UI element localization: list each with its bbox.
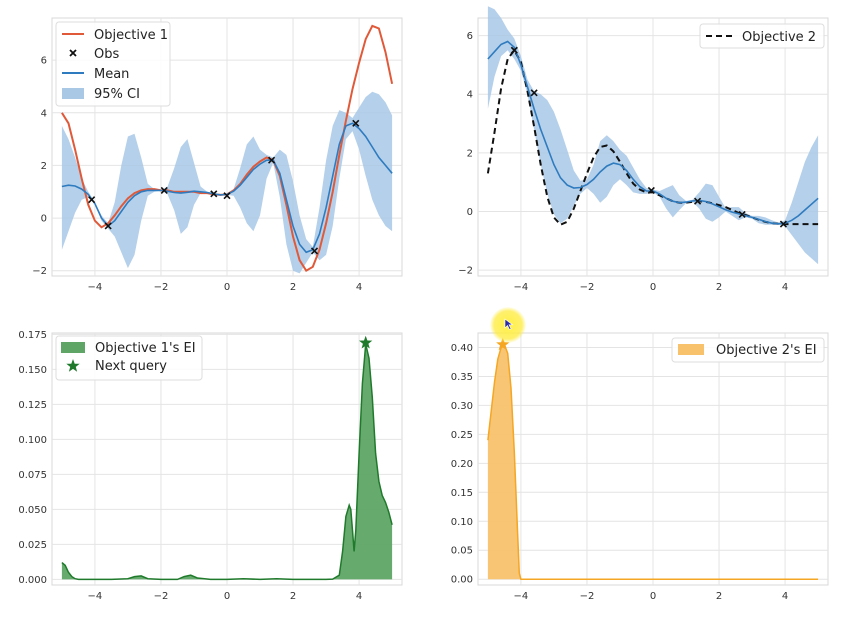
chart-panel-bottom-left: −4 −2 0 2 4 0.000 0.025 0.050 0.075 0.100 0.125 0.1… [18,330,403,602]
mouse-cursor-icon [504,318,514,330]
legend-swatch-star [66,359,80,372]
y-tick-label: 0 [41,214,47,225]
y-tick-label: 0.15 [451,488,473,499]
y-tick-label: 0.050 [18,505,47,516]
legend-box [699,23,825,49]
x-tick-label: −2 [154,591,169,602]
x-tick-label: 2 [716,591,722,602]
x-tick-label: −4 [88,282,103,293]
legend-label-fill: Objective 2's EI [716,343,817,358]
legend: Objective 2's EI [671,337,825,363]
y-tick-label: 6 [41,56,47,67]
legend-label-star: Next query [95,359,167,374]
legend-swatch-ci [62,88,84,99]
legend-label-fill: Objective 1's EI [95,341,196,356]
obs-marker [88,196,96,204]
x-tick-label: −4 [514,282,529,293]
obs-marker [510,46,518,54]
legend-label-objective: Objective 2 [742,30,816,45]
x-tick-label: 0 [650,591,656,602]
legend-box [55,21,171,107]
x-tick-label: −2 [580,282,595,293]
obs-marker [779,220,787,228]
ei-area [61,344,393,580]
y-tick-label: 2 [41,161,47,172]
obs-marker [210,190,218,198]
y-tick-label: 0 [467,207,473,218]
legend: Objective 1's EI Next query [55,335,203,381]
x-tick-label: 2 [290,282,296,293]
y-tick-label: 0.30 [451,401,473,412]
legend-label-obs: Obs [94,47,119,62]
ci-band [61,91,393,274]
y-tick-label: 0.075 [18,470,47,481]
x-tick-label: 2 [716,282,722,293]
ei-line [487,343,819,580]
x-tick-label: 4 [356,591,362,602]
y-tick-label: 0.10 [451,517,473,528]
legend: Objective 1 Obs Mean 95% CI [55,21,171,107]
y-tick-label: 0.025 [18,540,47,551]
legend: Objective 2 [699,23,825,49]
y-tick-label: 0.175 [18,330,47,341]
y-tick-label: −2 [32,266,47,277]
x-tick-label: −4 [514,591,529,602]
chart-panel-bottom-right: −4 −2 0 2 4 0.00 0.05 0.10 0.15 0.20 0.25 0.30 0.35 0… [451,332,829,602]
y-tick-label: 0.20 [451,459,473,470]
chart-panel-top-left: −4 −2 0 2 4 −2 0 2 4 6 Objective 1 Obs Mean 95% CI [32,17,403,293]
x-tick-label: −2 [580,591,595,602]
y-tick-label: −2 [458,266,473,277]
y-tick-label: 0.05 [451,546,473,557]
y-tick-label: 0.00 [451,575,473,586]
x-tick-label: 0 [224,591,230,602]
next-query-star [359,335,373,349]
obs-marker [223,192,231,200]
legend-swatch-fill [61,342,85,353]
x-tick-label: −4 [88,591,103,602]
y-tick-label: 6 [467,31,473,42]
y-tick-label: 4 [467,90,473,101]
y-tick-label: 0.000 [18,575,47,586]
y-tick-label: 0.35 [451,372,473,383]
y-tick-label: 0.100 [18,435,47,446]
mean-line [61,122,393,254]
x-tick-label: 2 [290,591,296,602]
chart-panel-top-right: −4 −2 0 2 4 −2 0 2 4 6 Objective 2 [458,6,829,293]
x-tick-label: 4 [782,282,788,293]
obs-marker [352,119,360,127]
legend-swatch-fill [678,344,704,355]
y-tick-label: 2 [467,148,473,159]
legend-label-ci: 95% CI [94,87,140,102]
x-tick-label: 0 [224,282,230,293]
obs-marker [268,156,276,164]
legend-swatch-obs [69,49,77,57]
y-tick-label: 0.25 [451,430,473,441]
legend-box [671,337,825,363]
y-tick-label: 4 [41,108,47,119]
ci-band [487,6,819,265]
x-tick-label: 4 [356,282,362,293]
x-tick-label: −2 [154,282,169,293]
x-tick-label: 4 [782,591,788,602]
obs-marker [530,89,538,97]
ei-line [61,344,393,581]
y-tick-label: 0.150 [18,365,47,376]
obs-marker [738,210,746,218]
obs-marker [160,186,168,195]
legend-box [55,335,203,381]
legend-label-mean: Mean [94,67,129,82]
legend-label-objective: Objective 1 [94,28,168,43]
obs-marker [647,186,655,194]
x-tick-label: 0 [650,282,656,293]
obs-marker [310,247,319,255]
obs-marker [694,197,702,205]
next-query-star [496,337,510,351]
y-tick-label: 0.40 [451,343,473,354]
obs-marker [104,222,112,230]
y-tick-label: 0.125 [18,400,47,411]
